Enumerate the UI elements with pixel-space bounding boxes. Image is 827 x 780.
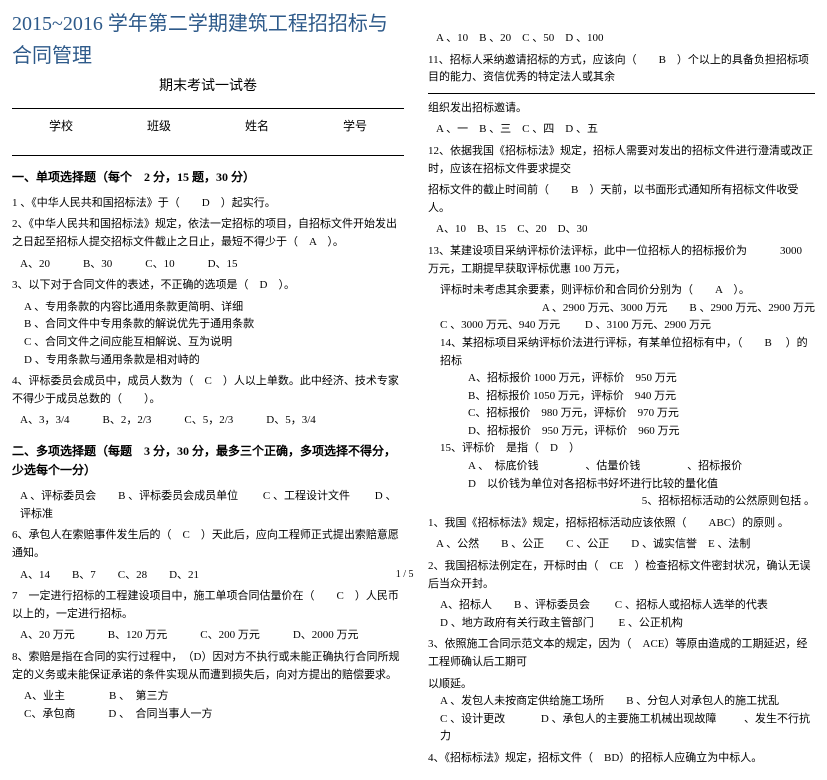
field-name: 姓名 [245,117,269,136]
r-l10tail: 以顺延。 [428,676,815,694]
q2: 2、《中华人民共和国招标法》规定，依法一定招标的项目，自招标文件开始发出之日起至… [12,216,404,251]
q3d: D 、专用条款与通用条款是相对峙的 [12,352,404,370]
exam-subtitle: 期末考试一试卷 [12,76,404,98]
r-l5b: B、招标报价 1050 万元，评标价 940 万元 [428,388,815,406]
q14: 14、某招标项目采纳评标价法进行评标，有某单位招标有中，（ B ）的招标 [428,335,815,370]
divider [12,108,404,109]
right-column: A 、10 B 、20 C 、50 D 、100 11、招标人采纳邀请招标的方式… [416,0,827,780]
q5-opts: A 、评标委员会 B 、评标委员会成员单位 C 、工程设计文件 D 、评标准 [12,488,404,523]
q3a: A 、专用条款的内容比通用条款更简明、详细 [12,299,404,317]
r-l5c: C、招标报价 980 万元，评标价 970 万元 [428,405,815,423]
r-l3opts: A、10 B、15 C、20 D、30 [428,221,815,239]
r-l11: 4、《招标标法》规定，招标文件（ BD）的招标人应确立为中标人。 [428,750,815,768]
q12: 12、依据我国《招标标法》规定，招标人需要对发出的招标文件进行澄清或改正时，应该… [428,143,815,178]
r-l2: 组织发出招标邀请。 [428,100,815,118]
r-l8opts: A 、公然 B 、公正 C 、公正 D 、诚实信誉 E 、法制 [428,536,815,554]
r-l1: A 、10 B 、20 C 、50 D 、100 [428,30,815,48]
q11: 11、招标人采纳邀请招标的方式，应该向（ B ）个以上的具备负担招标项目的能力、… [428,52,815,87]
q6-opts: A、14 B、7 C、28 D、21 [12,567,404,585]
r-l3: 招标文件的截止时间前（ B ）天前，以书面形式通知所有招标文件收受人。 [428,182,815,217]
q7: 7 一定进行招标的工程建设项目中，施工单项合同估量价在（ C ）人民币以上的，一… [12,588,404,623]
exam-title: 2015~2016 学年第二学期建筑工程招招标与合同管理 [12,8,404,72]
r-l6a: A 、 标底价钱 、估量价钱 、招标报价 [428,458,815,476]
r-l10b: C 、设计更改 D 、承包人的主要施工机械出现故障 、发生不行抗力 [428,711,815,746]
r-l9a: A、招标人 B 、评标委员会 C 、招标人或招标人选举的代表 [428,597,815,615]
r-l4b: C 、3000 万元、940 万元 D 、3100 万元、2900 万元 [428,317,815,335]
r-l10: 3、依照施工合同示范文本的规定，因为（ ACE）等原由造成的工期延迟，经工程师确… [428,636,815,671]
left-column: 2015~2016 学年第二学期建筑工程招招标与合同管理 期末考试一试卷 学校 … [0,0,416,780]
section2-head: 二、多项选择题（每题 3 分，30 分，最多三个正确，多项选择不得分，少选每个一… [12,442,404,480]
field-id: 学号 [343,117,367,136]
r-l4: 评标时未考虑其余要素，则评标价和合同价分别为（ A ）。 [428,282,815,300]
r-l9: 2、我国招标法例定在，开标时由（ CE ）检查招标文件密封状况，确认无误后当众开… [428,558,815,593]
r-l6b: D 以价钱为单位对各招标书好坏进行比较的量化值 [428,476,815,494]
q7-opts: A、20 万元 B、120 万元 C、200 万元 D、2000 万元 [12,627,404,645]
q3b: B 、合同文件中专用条款的解说优先于通用条款 [12,316,404,334]
q4: 4、评标委员会成员中，成员人数为（ C ）人以上单数。此中经济、技术专家不得少于… [12,373,404,408]
r-l10a: A 、发包人未按商定供给施工场所 B 、分包人对承包人的施工扰乱 [428,693,815,711]
r-l9b: D 、地方政府有关行政主管部门 E 、公正机构 [428,615,815,633]
q8a: A、业主 B 、 第三方 [12,688,404,706]
r-l8: 1、我国《招标标法》规定，招标招标活动应该依照（ ABC）的原则 。 [428,515,815,533]
divider [12,155,404,156]
q6: 6、承包人在索赔事件发生后的（ C ）天此后，应向工程师正式提出索赔意愿通知。 [12,527,404,562]
r-l5d: D、招标报价 950 万元，评标价 960 万元 [428,423,815,441]
field-school: 学校 [49,117,73,136]
section1-head: 一、单项选择题（每个 2 分，15 题，30 分） [12,168,404,187]
q2-opts: A、20 B、30 C、10 D、15 [12,256,404,274]
q4-opts: A、3，3/4 B、2，2/3 C、5，2/3 D、5，3/4 [12,412,404,430]
q3c: C 、合同文件之间应能互相解说、互为说明 [12,334,404,352]
r-l4a: A 、2900 万元、3000 万元 B 、2900 万元、2900 万元 [428,300,815,318]
r-l5a: A、招标报价 1000 万元，评标价 950 万元 [428,370,815,388]
q8: 8、索赔是指在合同的实行过程中， （D）因对方不执行或未能正确执行合同所规定的义… [12,649,404,684]
q15: 15、评标价 是指（ D ） [428,440,815,458]
r-l2opts: A 、一 B 、三 C 、四 D 、五 [428,121,815,139]
divider [428,93,815,94]
r-l7: 5、招标招标活动的公然原则包括 。 [428,493,815,511]
page-number: 1 / 5 [396,569,414,580]
info-row: 学校 班级 姓名 学号 [12,117,404,136]
q3: 3、以下对于合同文件的表述，不正确的选项是（ D ）。 [12,277,404,295]
q8b: C、承包商 D 、 合同当事人一方 [12,706,404,724]
q13: 13、某建设项目采纳评标价法评标，此中一位招标人的招标报价为 3000 万元，工… [428,243,815,278]
field-class: 班级 [147,117,171,136]
exam-page: 2015~2016 学年第二学期建筑工程招招标与合同管理 期末考试一试卷 学校 … [0,0,827,780]
q1: 1 、《中华人民共和国招标法》于（ D ）起实行。 [12,195,404,213]
